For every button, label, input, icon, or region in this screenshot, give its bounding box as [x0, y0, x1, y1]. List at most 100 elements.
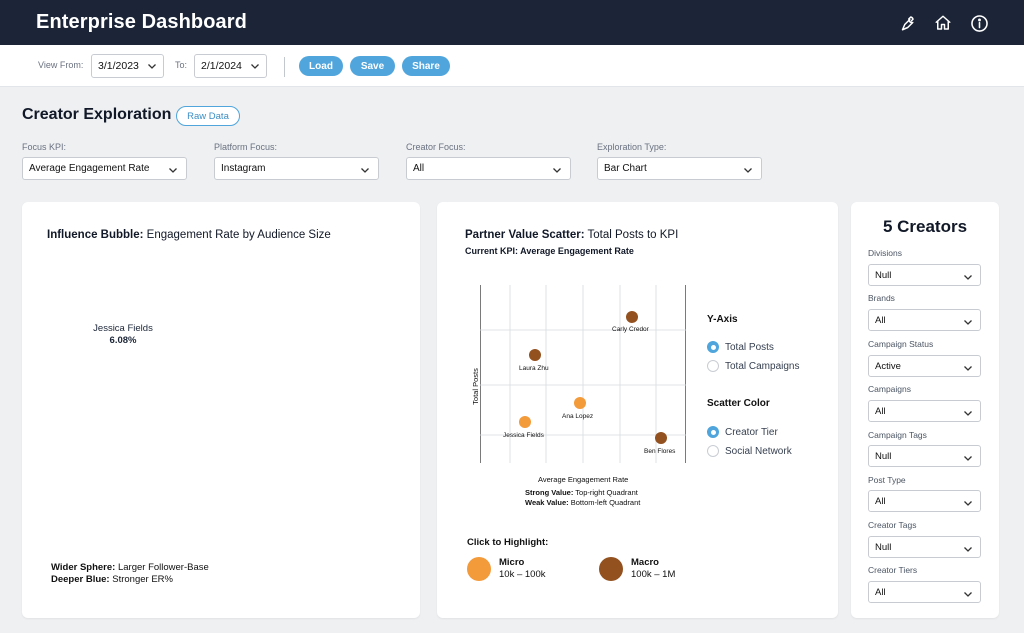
divisions-select[interactable]: Null [868, 264, 981, 286]
info-icon[interactable] [968, 12, 990, 34]
partner-value-scatter-card [437, 202, 838, 618]
creator-tiers-label: Creator Tiers [868, 565, 918, 575]
bubble-name: Jessica Fields [93, 323, 153, 334]
brands-label: Brands [868, 293, 895, 303]
scatter-color-heading: Scatter Color [707, 398, 770, 409]
exploration-type-value: Bar Chart [604, 163, 647, 174]
scatter-point-ana-lopez[interactable] [574, 397, 586, 409]
radio-selected-icon [707, 341, 719, 353]
scatter-point-laura-zhu[interactable] [529, 349, 541, 361]
creators-count: 5 Creators [882, 217, 968, 236]
y-axis-total-campaigns-radio[interactable]: Total Campaigns [707, 360, 799, 372]
creator-tiers-select[interactable]: All [868, 581, 981, 603]
chevron-down-icon [360, 165, 370, 178]
bubble-carly-credor[interactable]: Carly Credor 26.75% [188, 284, 334, 430]
header-actions [896, 12, 990, 34]
scatter-subtitle: Current KPI: Average Engagement Rate [465, 246, 634, 256]
home-icon[interactable] [932, 12, 954, 34]
bubble-value: 6.08% [109, 335, 137, 346]
bubble-size-note: Wider Sphere: Larger Follower-Base [51, 562, 209, 573]
chevron-down-icon [963, 317, 973, 330]
chevron-down-icon [963, 408, 973, 421]
load-button[interactable]: Load [299, 56, 343, 76]
divider [284, 57, 285, 77]
view-from-value: 3/1/2023 [98, 60, 139, 72]
scatter-point-ben-flores[interactable] [655, 432, 667, 444]
scatter-point-carly-credor[interactable] [626, 311, 638, 323]
y-axis-total-posts-radio[interactable]: Total Posts [707, 341, 774, 353]
creator-tags-select[interactable]: Null [868, 536, 981, 558]
bubble-laura-zhu[interactable]: Laura Zhu 66.42% [110, 394, 214, 498]
share-button[interactable]: Share [402, 56, 450, 76]
micro-tier-dot [467, 557, 491, 581]
campaign-tags-select[interactable]: Null [868, 445, 981, 467]
to-label: To: [175, 60, 188, 70]
creator-focus-select[interactable]: All [406, 157, 571, 180]
focus-kpi-value: Average Engagement Rate [29, 163, 150, 174]
campaigns-select[interactable]: All [868, 400, 981, 422]
radio-unselected-icon [707, 360, 719, 372]
campaign-status-label: Campaign Status [868, 339, 934, 349]
platform-focus-select[interactable]: Instagram [214, 157, 379, 180]
weak-value-note: Weak Value: Bottom-left Quadrant [525, 498, 641, 507]
x-axis-label: Average Engagement Rate [538, 475, 629, 484]
chevron-down-icon [963, 363, 973, 376]
post-type-label: Post Type [868, 475, 906, 485]
chevron-down-icon [250, 61, 260, 74]
bubble-name: Ana Lopez [330, 415, 356, 438]
bubble-ana-lopez[interactable]: Ana Lopez 9.72% [306, 396, 380, 470]
bubble-value: 15.47% [249, 485, 282, 497]
bubble-value: 9.72% [329, 439, 357, 450]
influence-bubble-title: Influence Bubble: Engagement Rate by Aud… [47, 229, 331, 241]
point-label: Carly Credor [612, 326, 649, 333]
color-creator-tier-radio[interactable]: Creator Tier [707, 426, 778, 438]
chevron-down-icon [963, 453, 973, 466]
campaigns-label: Campaigns [868, 384, 911, 394]
strong-value-note: Strong Value: Top-right Quadrant [525, 488, 638, 497]
point-label: Jessica Fields [503, 432, 544, 439]
bubble-name: Carly Credor [234, 345, 288, 356]
radio-selected-icon [707, 426, 719, 438]
y-axis-label: Total Posts [470, 368, 480, 405]
point-label: Ana Lopez [562, 413, 594, 420]
post-type-select[interactable]: All [868, 490, 981, 512]
focus-kpi-label: Focus KPI: [22, 142, 67, 152]
focus-kpi-select[interactable]: Average Engagement Rate [22, 157, 187, 180]
page-title: Creator Exploration [22, 106, 172, 123]
raw-data-button[interactable]: Raw Data [176, 106, 240, 126]
chevron-down-icon [963, 589, 973, 602]
brands-select[interactable]: All [868, 309, 981, 331]
creator-tags-label: Creator Tags [868, 520, 917, 530]
bubble-ben-flores[interactable]: Ben Flores 15.47% [209, 429, 322, 542]
point-label: Laura Zhu [519, 365, 549, 372]
highlight-macro[interactable]: Macro 100k – 1M [599, 557, 675, 581]
date-filter-bar: View From: 3/1/2023 To: 2/1/2024 Load Sa… [0, 45, 1024, 87]
chevron-down-icon [552, 165, 562, 178]
scatter-title: Partner Value Scatter: Total Posts to KP… [465, 229, 679, 241]
divisions-label: Divisions [868, 248, 903, 258]
exploration-type-label: Exploration Type: [597, 142, 667, 152]
platform-focus-label: Platform Focus: [214, 142, 278, 152]
highlight-title: Click to Highlight: [467, 537, 549, 548]
view-from-label: View From: [38, 60, 84, 70]
bubble-color-note: Deeper Blue: Stronger ER% [51, 574, 173, 585]
app-title: Enterprise Dashboard [36, 11, 247, 33]
scatter-point-jessica-fields[interactable] [519, 416, 531, 428]
radio-unselected-icon [707, 445, 719, 457]
top-bar: Enterprise Dashboard [0, 0, 1024, 45]
highlight-micro[interactable]: Micro 10k – 100k [467, 557, 545, 581]
campaign-status-select[interactable]: Active [868, 355, 981, 377]
campaign-tags-label: Campaign Tags [868, 430, 927, 440]
wrench-icon[interactable] [896, 12, 918, 34]
creator-focus-value: All [413, 163, 425, 174]
bubble-name: Laura Zhu [140, 434, 184, 445]
macro-tier-dot [599, 557, 623, 581]
bubble-jessica-fields[interactable]: Jessica Fields 6.08% [59, 271, 187, 399]
save-button[interactable]: Save [350, 56, 395, 76]
influence-bubble-card [22, 202, 420, 618]
color-social-network-radio[interactable]: Social Network [707, 445, 792, 457]
to-date-input[interactable]: 2/1/2024 [194, 54, 267, 78]
view-from-input[interactable]: 3/1/2023 [91, 54, 164, 78]
y-axis-options-heading: Y-Axis [707, 314, 738, 325]
exploration-type-select[interactable]: Bar Chart [597, 157, 762, 180]
